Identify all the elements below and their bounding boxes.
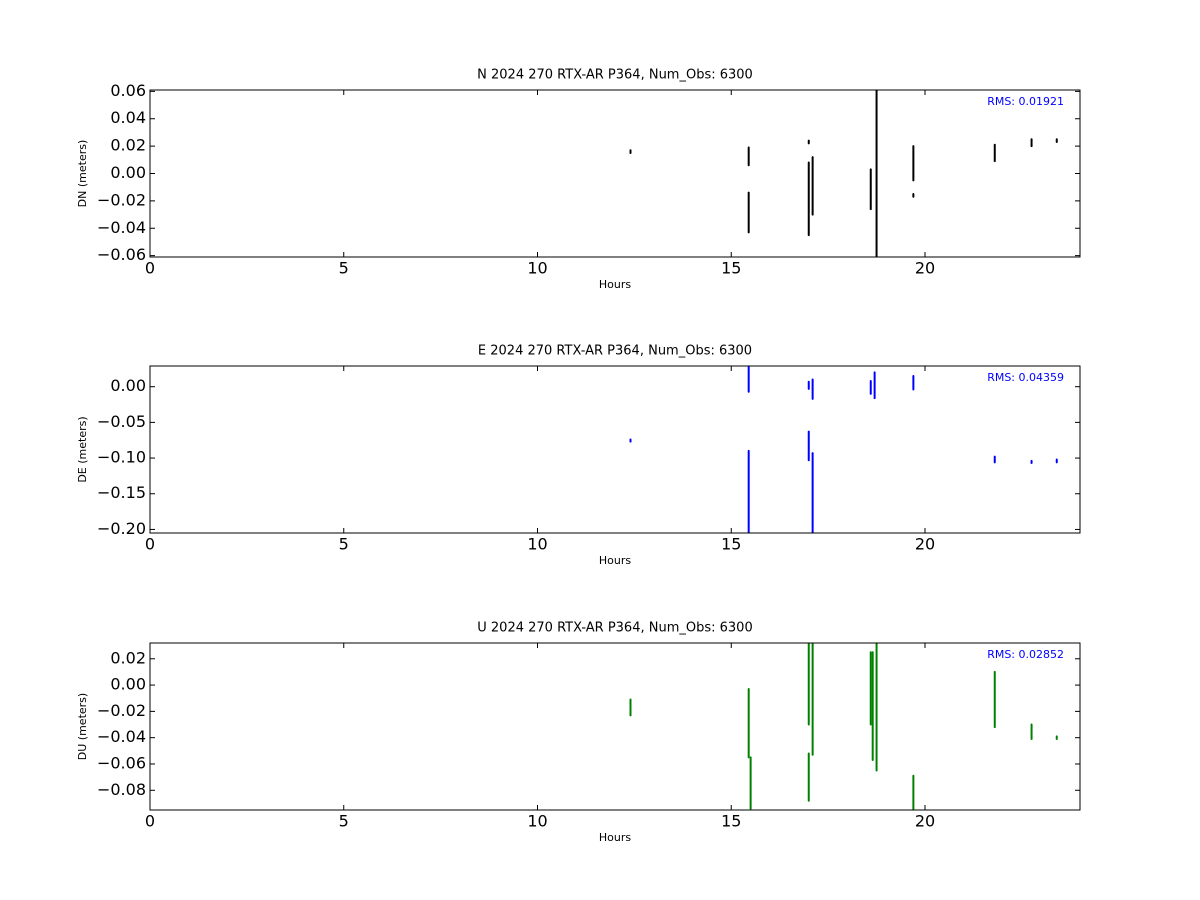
plot-area	[629, 366, 1058, 533]
x-axis-label: Hours	[599, 278, 631, 291]
x-tick-label: 15	[721, 535, 741, 554]
x-tick-label: 0	[145, 259, 155, 278]
subplot: E 2024 270 RTX-AR P364, Num_Obs: 6300 Hou…	[76, 344, 1081, 567]
subplot: N 2024 270 RTX-AR P364, Num_Obs: 6300 Hou…	[76, 68, 1081, 291]
rms-annotation: RMS: 0.01921	[987, 95, 1064, 108]
y-tick-label: 0.04	[110, 108, 146, 127]
y-axis-label: DE (meters)	[76, 416, 89, 482]
plot-area	[629, 643, 1058, 810]
y-tick-label: −0.05	[97, 412, 146, 431]
x-tick-label: 5	[339, 535, 349, 554]
y-axis-label: DU (meters)	[76, 693, 89, 760]
x-tick-label: 0	[145, 812, 155, 831]
x-tick-label: 15	[721, 259, 741, 278]
axes-frame	[149, 642, 1081, 811]
x-tick-label: 20	[915, 259, 935, 278]
y-tick-label: −0.04	[97, 727, 146, 746]
rms-annotation: RMS: 0.04359	[987, 371, 1064, 384]
x-tick-label: 10	[527, 259, 547, 278]
rms-annotation: RMS: 0.02852	[987, 648, 1064, 661]
y-tick-label: −0.02	[97, 190, 146, 209]
axes-frame	[149, 89, 1081, 258]
y-axis-label: DN (meters)	[76, 140, 89, 208]
y-tick-label: −0.08	[97, 780, 146, 799]
x-tick-label: 10	[527, 535, 547, 554]
y-tick-label: 0.00	[110, 163, 146, 182]
x-tick-label: 0	[145, 535, 155, 554]
x-axis-label: Hours	[599, 554, 631, 567]
y-tick-label: −0.04	[97, 218, 146, 237]
subplot: U 2024 270 RTX-AR P364, Num_Obs: 6300 Hou…	[76, 621, 1081, 844]
subplot-title: E 2024 270 RTX-AR P364, Num_Obs: 6300	[478, 344, 752, 359]
x-tick-label: 20	[915, 535, 935, 554]
plot-area	[629, 90, 1058, 257]
x-tick-label: 5	[339, 812, 349, 831]
y-tick-label: −0.10	[97, 448, 146, 467]
x-tick-label: 20	[915, 812, 935, 831]
y-tick-label: 0.00	[110, 675, 146, 694]
subplot-title: U 2024 270 RTX-AR P364, Num_Obs: 6300	[477, 621, 752, 636]
x-tick-label: 10	[527, 812, 547, 831]
y-tick-label: −0.20	[97, 519, 146, 538]
y-tick-label: 0.02	[110, 136, 146, 155]
axes-frame	[149, 365, 1081, 534]
y-tick-label: −0.15	[97, 483, 146, 502]
y-tick-label: −0.06	[97, 245, 146, 264]
y-tick-label: −0.06	[97, 753, 146, 772]
x-tick-label: 15	[721, 812, 741, 831]
subplot-title: N 2024 270 RTX-AR P364, Num_Obs: 6300	[477, 68, 753, 83]
y-tick-label: 0.02	[110, 648, 146, 667]
y-tick-label: −0.02	[97, 701, 146, 720]
y-tick-label: 0.06	[110, 81, 146, 100]
y-tick-label: 0.00	[110, 376, 146, 395]
x-tick-label: 5	[339, 259, 349, 278]
x-axis-label: Hours	[599, 831, 631, 844]
